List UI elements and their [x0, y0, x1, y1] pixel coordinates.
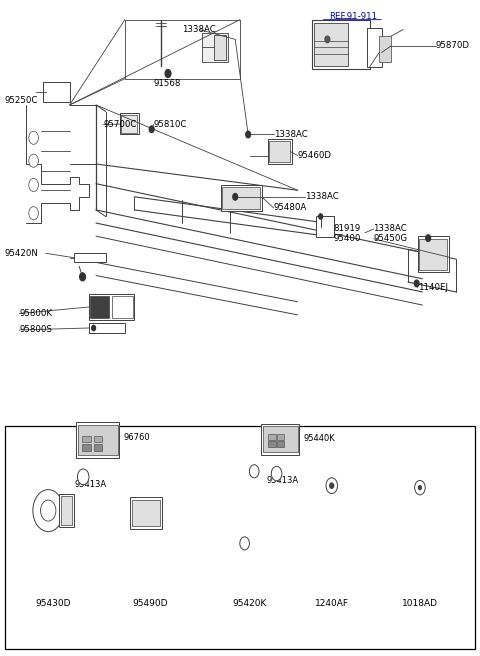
Text: 95420N: 95420N: [5, 249, 39, 258]
Circle shape: [330, 483, 334, 488]
Bar: [214, 35, 226, 60]
Bar: [89, 294, 134, 320]
Circle shape: [29, 207, 38, 220]
Text: 95450G: 95450G: [373, 234, 408, 243]
Bar: [90, 296, 109, 318]
Text: 95700C: 95700C: [103, 120, 137, 129]
Text: 95800K: 95800K: [19, 309, 52, 318]
Bar: [367, 28, 382, 67]
Circle shape: [77, 469, 89, 485]
Text: 95413A: 95413A: [74, 480, 107, 489]
Bar: [268, 434, 276, 440]
Bar: [5, 426, 475, 649]
Circle shape: [233, 194, 238, 200]
Circle shape: [271, 466, 282, 481]
Bar: [78, 425, 118, 455]
Bar: [269, 141, 290, 162]
Bar: [261, 424, 299, 455]
Text: 95420K: 95420K: [232, 599, 266, 607]
Circle shape: [33, 489, 63, 531]
Circle shape: [165, 70, 171, 77]
Bar: [112, 296, 133, 318]
Bar: [94, 436, 102, 442]
Circle shape: [92, 325, 96, 331]
Bar: [419, 239, 447, 270]
Bar: [268, 139, 292, 164]
Bar: [76, 422, 119, 459]
Bar: [60, 496, 72, 525]
Bar: [263, 426, 298, 452]
Circle shape: [29, 131, 38, 144]
Bar: [120, 113, 139, 134]
Bar: [268, 441, 276, 447]
Text: 1338AC: 1338AC: [373, 224, 407, 234]
Bar: [82, 436, 91, 442]
Circle shape: [326, 478, 337, 493]
Circle shape: [319, 214, 323, 219]
Bar: [418, 236, 449, 272]
Text: 95490D: 95490D: [133, 599, 168, 607]
Text: REF.91-911: REF.91-911: [329, 12, 377, 21]
Text: 81919: 81919: [334, 224, 361, 234]
Circle shape: [246, 131, 251, 138]
Circle shape: [325, 36, 330, 43]
Bar: [82, 444, 91, 451]
Bar: [94, 444, 102, 451]
Text: 1140EJ: 1140EJ: [418, 283, 447, 292]
Text: 95810C: 95810C: [154, 120, 187, 129]
Circle shape: [419, 485, 421, 489]
Bar: [131, 497, 162, 529]
Text: 96760: 96760: [123, 433, 150, 442]
Text: 1338AC: 1338AC: [274, 130, 307, 139]
Circle shape: [414, 280, 419, 287]
Circle shape: [415, 480, 425, 495]
Circle shape: [29, 154, 38, 167]
Text: 1338AC: 1338AC: [182, 25, 216, 34]
Text: 95400: 95400: [334, 234, 361, 243]
Bar: [221, 185, 262, 211]
Bar: [202, 33, 228, 62]
Circle shape: [29, 178, 38, 192]
Text: 95480A: 95480A: [274, 203, 307, 213]
Circle shape: [426, 235, 431, 241]
Bar: [59, 494, 73, 527]
Circle shape: [40, 500, 56, 521]
Text: 1338AC: 1338AC: [305, 192, 338, 201]
Text: 91568: 91568: [154, 79, 181, 89]
Bar: [74, 253, 106, 262]
Bar: [43, 82, 70, 102]
Bar: [276, 434, 284, 440]
Text: 95250C: 95250C: [5, 96, 38, 105]
Text: 1240AF: 1240AF: [315, 599, 349, 607]
Text: 95440K: 95440K: [304, 434, 336, 443]
Text: 95800S: 95800S: [19, 325, 52, 335]
Bar: [222, 187, 260, 209]
Circle shape: [80, 273, 85, 281]
Text: 95870D: 95870D: [436, 41, 470, 51]
Bar: [316, 216, 334, 237]
Bar: [312, 20, 370, 69]
Text: 95413A: 95413A: [267, 476, 299, 485]
Bar: [121, 115, 137, 133]
Circle shape: [250, 464, 259, 478]
Circle shape: [149, 126, 154, 133]
Bar: [314, 23, 348, 66]
Bar: [89, 323, 125, 333]
Text: 95460D: 95460D: [298, 151, 332, 160]
Text: 95430D: 95430D: [35, 599, 71, 607]
Bar: [276, 441, 284, 447]
Bar: [132, 500, 160, 526]
Bar: [379, 36, 391, 62]
Text: 1018AD: 1018AD: [402, 599, 438, 607]
Circle shape: [240, 537, 250, 550]
